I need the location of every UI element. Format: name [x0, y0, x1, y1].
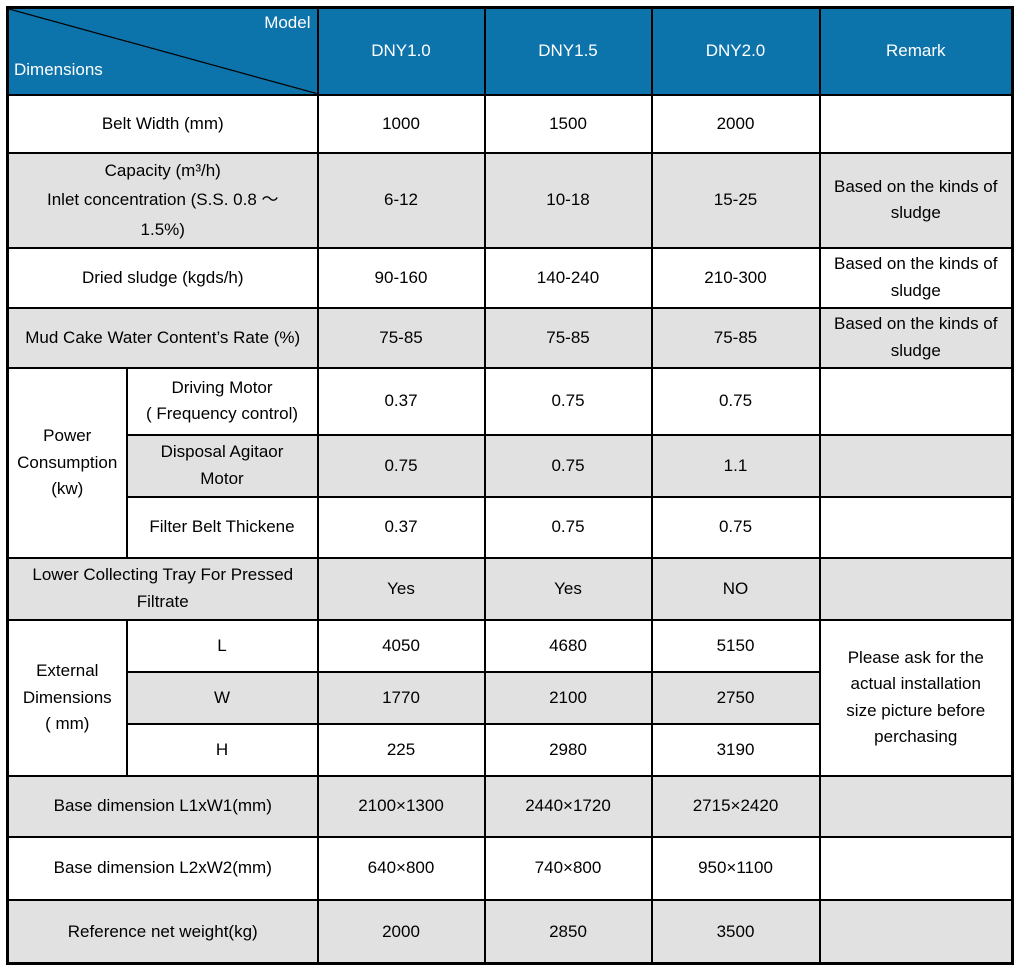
value-cell: 5150: [650, 618, 821, 673]
value-cell: 75-85: [483, 306, 653, 369]
value-cell: 2750: [650, 670, 821, 725]
value-cell: 3190: [650, 722, 821, 777]
remark-cell: [818, 495, 1014, 559]
column-header-remark: Remark: [818, 6, 1014, 96]
row-label: Lower Collecting Tray For Pressed Filtra…: [6, 556, 319, 621]
model-label: Model: [264, 13, 311, 32]
value-cell: Yes: [483, 556, 653, 621]
value-cell: 0.75: [483, 366, 653, 436]
value-cell: Yes: [316, 556, 486, 621]
row-sublabel: Disposal Agitaor Motor: [125, 433, 319, 498]
table-row: Belt Width (mm) 1000 1500 2000: [6, 93, 1014, 154]
row-sublabel: W: [125, 670, 319, 725]
row-group-label-external-dimensions: External Dimensions ( mm): [6, 618, 128, 777]
remark-cell: [818, 556, 1014, 621]
value-cell: 950×1100: [650, 835, 821, 901]
row-group-label-power: Power Consumption (kw): [6, 366, 128, 559]
remark-cell: Based on the kinds of sludge: [818, 306, 1014, 369]
remark-cell: [818, 835, 1014, 901]
value-cell: 2980: [483, 722, 653, 777]
value-cell: 6-12: [316, 151, 486, 249]
value-cell: 1500: [483, 93, 653, 154]
table-row: Base dimension L2xW2(mm) 640×800 740×800…: [6, 835, 1014, 901]
remark-cell: [818, 433, 1014, 498]
remark-cell: [818, 93, 1014, 154]
value-cell: 740×800: [483, 835, 653, 901]
value-cell: 1000: [316, 93, 486, 154]
row-sublabel: L: [125, 618, 319, 673]
value-cell: 640×800: [316, 835, 486, 901]
value-cell: NO: [650, 556, 821, 621]
row-label: Dried sludge (kgds/h): [6, 246, 319, 309]
value-cell: 10-18: [483, 151, 653, 249]
value-cell: 2715×2420: [650, 774, 821, 838]
column-header-dny1-0: DNY1.0: [316, 6, 486, 96]
column-header-dny2-0: DNY2.0: [650, 6, 821, 96]
table-row: External Dimensions ( mm) L 4050 4680 51…: [6, 618, 1014, 777]
remark-cell: Please ask for the actual installation s…: [818, 618, 1014, 777]
row-label: Capacity (m³/h) Inlet concentration (S.S…: [6, 151, 319, 249]
table-row: Disposal Agitaor Motor 0.75 0.75 1.1: [8, 433, 1014, 498]
value-cell: 2000: [316, 898, 486, 965]
row-label: Mud Cake Water Content’s Rate (%): [6, 306, 319, 369]
header-row: Model Dimensions DNY1.0 DNY1.5 DNY2.0 Re…: [6, 6, 1014, 96]
spec-table: Model Dimensions DNY1.0 DNY1.5 DNY2.0 Re…: [6, 6, 1014, 966]
column-header-dny1-5: DNY1.5: [483, 6, 653, 96]
table-row: Mud Cake Water Content’s Rate (%) 75-85 …: [6, 306, 1014, 369]
table-row: Filter Belt Thickene 0.37 0.75 0.75: [8, 495, 1014, 559]
row-sublabel: Filter Belt Thickene: [125, 495, 319, 559]
row-label: Reference net weight(kg): [6, 898, 319, 965]
row-label: Base dimension L1xW1(mm): [6, 774, 319, 838]
value-cell: 140-240: [483, 246, 653, 309]
value-cell: 0.75: [650, 366, 821, 436]
value-cell: 4050: [316, 618, 486, 673]
diagonal-divider-line: [9, 9, 317, 94]
value-cell: 2000: [650, 93, 821, 154]
row-sublabel: Driving Motor ( Frequency control): [125, 366, 319, 436]
value-cell: 0.75: [483, 495, 653, 559]
value-cell: 75-85: [650, 306, 821, 369]
dimensions-label: Dimensions: [14, 59, 103, 79]
table-row: Dried sludge (kgds/h) 90-160 140-240 210…: [6, 246, 1014, 309]
table-row: Capacity (m³/h) Inlet concentration (S.S…: [6, 151, 1014, 249]
value-cell: 2850: [483, 898, 653, 965]
value-cell: 1.1: [650, 433, 821, 498]
row-label: Base dimension L2xW2(mm): [6, 835, 319, 901]
row-sublabel: H: [125, 722, 319, 777]
value-cell: 0.37: [316, 366, 486, 436]
value-cell: 2100×1300: [316, 774, 486, 838]
table-row: W 1770 2100 2750: [8, 670, 1013, 725]
remark-cell: [818, 366, 1014, 436]
value-cell: 15-25: [650, 151, 821, 249]
remark-cell: [818, 774, 1014, 838]
remark-cell: Based on the kinds of sludge: [818, 151, 1014, 249]
remark-cell: Based on the kinds of sludge: [818, 246, 1014, 309]
value-cell: 1770: [316, 670, 486, 725]
value-cell: 225: [316, 722, 486, 777]
value-cell: 210-300: [650, 246, 821, 309]
value-cell: 0.75: [483, 433, 653, 498]
value-cell: 4680: [483, 618, 653, 673]
table-row: H 225 2980 3190: [8, 722, 1013, 777]
value-cell: 90-160: [316, 246, 486, 309]
row-label: Belt Width (mm): [6, 93, 319, 154]
table-row: Base dimension L1xW1(mm) 2100×1300 2440×…: [6, 774, 1014, 838]
value-cell: 0.75: [316, 433, 486, 498]
value-cell: 3500: [650, 898, 821, 965]
corner-cell: Model Dimensions: [6, 6, 319, 96]
table-row: Lower Collecting Tray For Pressed Filtra…: [6, 556, 1014, 621]
value-cell: 2440×1720: [483, 774, 653, 838]
value-cell: 0.37: [316, 495, 486, 559]
table-row: Reference net weight(kg) 2000 2850 3500: [6, 898, 1014, 965]
value-cell: 75-85: [316, 306, 486, 369]
value-cell: 2100: [483, 670, 653, 725]
value-cell: 0.75: [650, 495, 821, 559]
table-row: Power Consumption (kw) Driving Motor ( F…: [6, 366, 1014, 559]
remark-cell: [818, 898, 1014, 965]
